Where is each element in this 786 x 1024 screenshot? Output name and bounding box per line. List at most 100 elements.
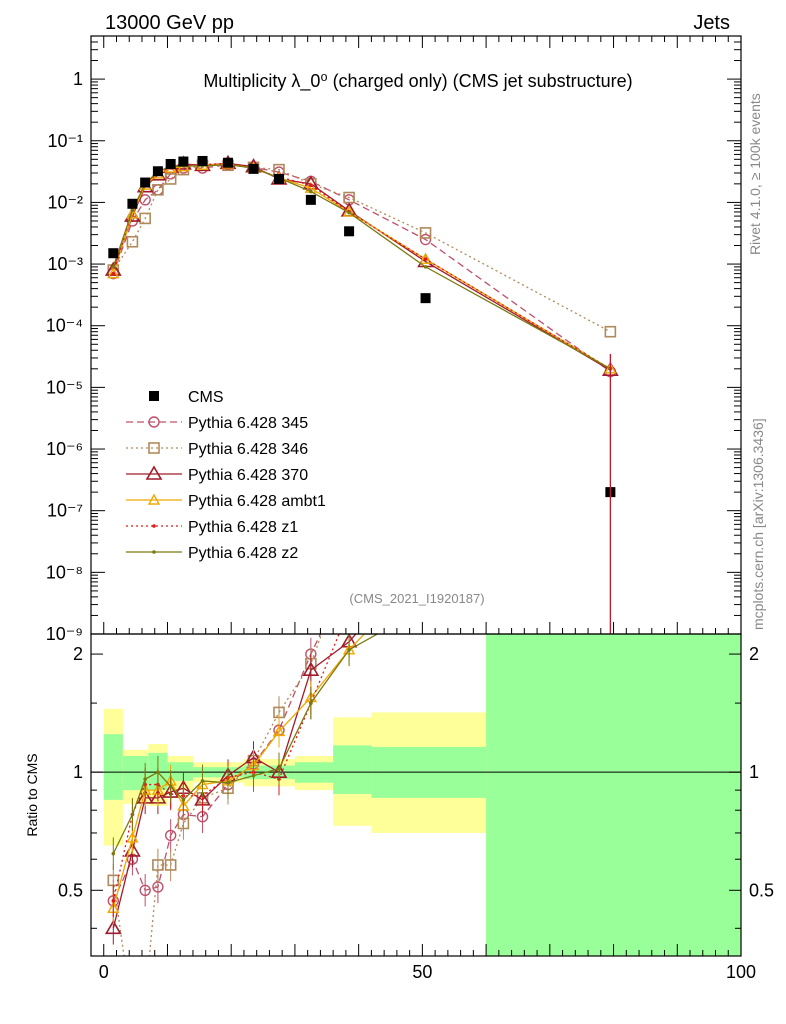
- main-ytick-label: 10⁻⁸: [46, 562, 83, 582]
- point-cms-0: [108, 248, 119, 259]
- point-pythia-6-428-346-4: [164, 173, 177, 185]
- series-line-pythia-6-428-z2: [112, 163, 611, 370]
- ratio-point-pythia-6-428-z2-10: [309, 701, 313, 705]
- ratio-panel-frame: [90, 633, 742, 957]
- ratio-point-pythia-6-428-z1-0: [111, 899, 116, 903]
- ratio-point-pythia-6-428-z2-5: [181, 798, 186, 802]
- ratio-point-pythia-6-428-345-3: [152, 881, 164, 893]
- point-pythia-6-428-ambt1-12: [419, 252, 432, 264]
- main-ytick-label: 10⁻²: [47, 192, 83, 212]
- ratio-point-pythia-6-428-346-4: [164, 859, 177, 871]
- point-cms-4: [165, 158, 176, 169]
- header-left: 13000 GeV pp: [105, 12, 234, 34]
- ratio-band-inner-0: [103, 734, 123, 800]
- ratio-point-pythia-6-428-z2-8: [251, 773, 256, 778]
- ratio-ytick-label: 2: [73, 644, 83, 664]
- ratio-point-pythia-6-428-370-0: [104, 919, 122, 935]
- point-cms-5: [178, 156, 189, 167]
- point-pythia-6-428-345-12: [419, 233, 432, 246]
- ratio-point-pythia-6-428-z2-11: [347, 648, 351, 652]
- point-cms-6: [197, 155, 208, 166]
- point-cms-10: [305, 194, 316, 205]
- legend-label-pythia-6-428-z1: Pythia 6.428 z1: [188, 519, 298, 536]
- point-pythia-6-428-345-2: [139, 194, 151, 206]
- ratio-point-pythia-6-428-z2-7: [226, 780, 230, 785]
- ratio-ytick-label: 1: [73, 762, 83, 782]
- series-line-pythia-6-428-370: [112, 162, 611, 371]
- legend-marker-pythia-6-428-z1: [152, 524, 156, 528]
- point-pythia-6-428-z1-0: [111, 271, 116, 276]
- point-pythia-6-428-346-12: [419, 227, 432, 239]
- point-cms-3: [152, 166, 163, 177]
- legend-marker-cms: [149, 391, 159, 401]
- point-cms-9: [273, 173, 284, 184]
- ratio-band-inner-9: [486, 634, 741, 956]
- legend-label-pythia-6-428-z2: Pythia 6.428 z2: [188, 545, 298, 562]
- ratio-point-pythia-6-428-346-2: [140, 997, 150, 1007]
- point-pythia-6-428-346-2: [139, 212, 151, 225]
- legend-label-pythia-6-428-ambt1: Pythia 6.428 ambt1: [188, 493, 326, 510]
- point-cms-12: [420, 293, 431, 304]
- point-pythia-6-428-z2-0: [111, 265, 116, 269]
- main-ytick-label: 10⁻⁶: [46, 439, 83, 459]
- xtick-label: 100: [726, 962, 756, 982]
- legend-label-pythia-6-428-370: Pythia 6.428 370: [188, 467, 308, 484]
- ratio-point-pythia-6-428-ambt1-9: [272, 725, 286, 737]
- ratio-point-pythia-6-428-z2-3: [156, 770, 160, 774]
- ratio-point-pythia-6-428-z2-1: [130, 812, 135, 817]
- legend-label-pythia-6-428-346: Pythia 6.428 346: [188, 441, 308, 458]
- point-cms-1: [127, 198, 138, 209]
- rivet-version-label: Rivet 4.1.0, ≥ 100k events: [747, 93, 763, 255]
- ratio-point-pythia-6-428-345-4: [164, 829, 177, 842]
- point-pythia-6-428-346-1: [126, 235, 139, 248]
- point-pythia-6-428-z2-1: [130, 208, 135, 212]
- ratio-ylabel: Ratio to CMS: [24, 753, 40, 836]
- series-line-pythia-6-428-346: [112, 164, 611, 333]
- ratio-point-pythia-6-428-z2-6: [200, 779, 205, 783]
- point-pythia-6-428-z2-11: [347, 210, 351, 215]
- main-ytick-label: 10⁻⁹: [46, 624, 83, 644]
- ratio-ytick-label: 0.5: [58, 880, 83, 900]
- series-line-pythia-6-428-z1: [112, 162, 611, 370]
- ratio-ytick-label-right: 2: [749, 644, 759, 664]
- ratio-point-pythia-6-428-z2-2: [143, 777, 147, 781]
- point-cms-11: [344, 226, 355, 237]
- legend-marker-pythia-6-428-370: [145, 465, 163, 480]
- series-line-pythia-6-428-345: [112, 163, 611, 373]
- xtick-label: 50: [412, 962, 432, 982]
- ratio-point-pythia-6-428-346-3: [152, 859, 164, 871]
- chart-title: Multiplicity λ_0⁰ (charged only) (CMS je…: [203, 71, 632, 92]
- legend-label-cms: CMS: [188, 389, 224, 406]
- legend: CMS Pythia 6.428 345 Pythia 6.428 346 Pythi…: [126, 389, 326, 562]
- legend-marker-pythia-6-428-345: [148, 416, 160, 428]
- main-ytick-label: 10⁻⁵: [46, 377, 83, 397]
- ratio-point-pythia-6-428-346-1: [127, 1010, 137, 1020]
- point-pythia-6-428-ambt1-1: [126, 207, 139, 219]
- main-ytick-label: 10⁻³: [47, 254, 83, 274]
- ratio-point-pythia-6-428-z2-4: [168, 784, 173, 789]
- point-pythia-6-428-z1-10: [309, 183, 313, 188]
- legend-marker-pythia-6-428-ambt1: [147, 493, 161, 505]
- ratio-point-pythia-6-428-ambt1-1: [126, 831, 139, 843]
- point-cms-2: [140, 177, 151, 188]
- point-pythia-6-428-z2-12: [423, 265, 428, 269]
- xtick-label: 0: [99, 962, 109, 982]
- point-pythia-6-428-ambt1-0: [107, 267, 120, 279]
- point-pythia-6-428-346-3: [152, 184, 164, 196]
- main-ytick-label: 1: [73, 69, 83, 89]
- main-ytick-label: 10⁻⁴: [46, 316, 83, 336]
- ratio-point-pythia-6-428-345-2: [139, 884, 151, 896]
- legend-marker-pythia-6-428-346: [148, 442, 160, 454]
- point-pythia-6-428-346-13: [604, 325, 617, 338]
- ratio-point-pythia-6-428-z2-9: [277, 767, 281, 771]
- series-line-pythia-6-428-ambt1: [112, 163, 611, 370]
- point-pythia-6-428-z2-10: [309, 189, 313, 194]
- ratio-ytick-label-right: 1: [749, 762, 759, 782]
- mcplots-label: mcplots.cern.ch [arXiv:1306.3436]: [750, 418, 766, 630]
- ratio-band-inner-7: [333, 745, 372, 794]
- point-cms-7: [223, 157, 234, 168]
- ratio-ytick-label-right: 0.5: [749, 880, 774, 900]
- main-ytick-label: 10⁻⁷: [47, 501, 83, 521]
- ratio-band-inner-3: [167, 762, 193, 781]
